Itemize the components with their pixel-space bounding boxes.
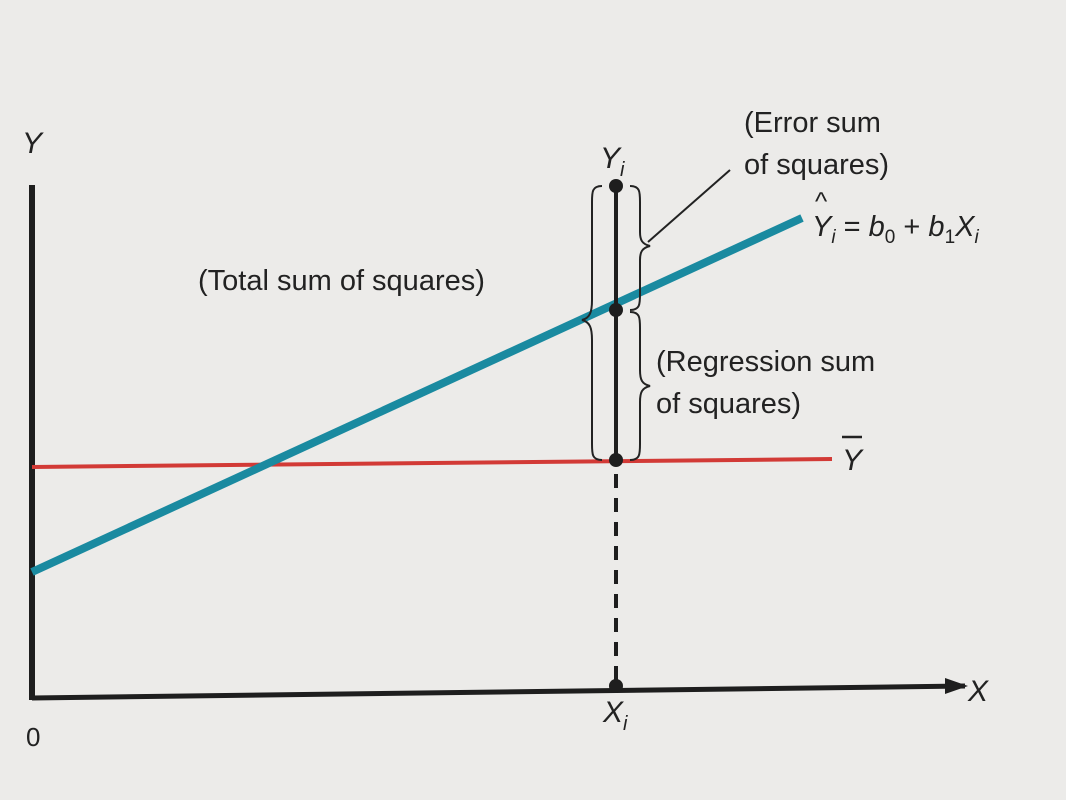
error-sum-label-line1: (Error sum [744, 107, 881, 139]
xi-subscript: i [623, 713, 628, 735]
x-axis-arrowhead [945, 678, 968, 694]
xi-label: Xi [602, 696, 628, 735]
yi-subscript: i [620, 159, 625, 181]
regression-sum-label-line1: (Regression sum [656, 346, 875, 378]
origin-label: 0 [26, 722, 40, 752]
yi-label: Yi [600, 142, 625, 181]
regression-line [30, 214, 804, 576]
regression-equation: Yi = b0 + b1Xi [812, 211, 979, 248]
regression-equation-hat: ^ [815, 186, 828, 216]
x-axis-label: X [967, 675, 989, 708]
y-axis-label: Y [22, 127, 44, 160]
mean-point [609, 453, 623, 467]
xi-point [609, 679, 623, 693]
mean-line [31, 457, 833, 469]
error-brace [629, 185, 651, 311]
total-sum-label: (Total sum of squares) [198, 265, 485, 297]
regression-brace [629, 311, 651, 461]
mean-line-label: Y [842, 444, 864, 477]
observed-point [609, 179, 623, 193]
error-sum-label-line2: of squares) [744, 149, 889, 181]
x-axis [31, 683, 966, 701]
regression-sum-label-line2: of squares) [656, 388, 801, 420]
error-leader-line [647, 169, 731, 243]
total-brace [581, 185, 603, 461]
fitted-point [609, 303, 623, 317]
